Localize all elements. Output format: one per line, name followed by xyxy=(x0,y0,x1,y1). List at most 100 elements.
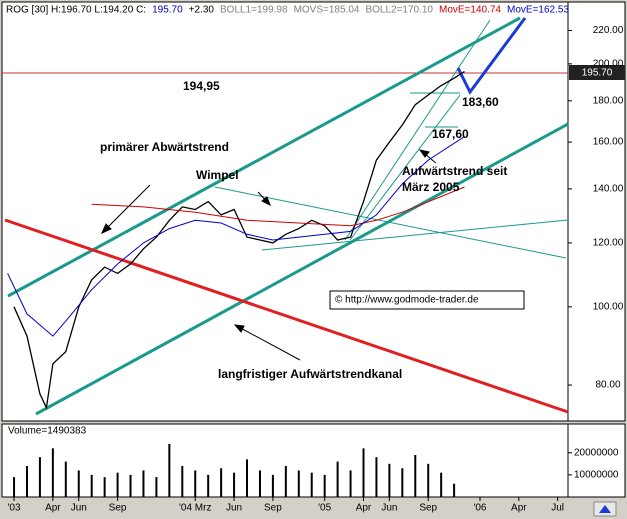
y-tick-label: 160.00 xyxy=(593,137,624,148)
annotation: 194,95 xyxy=(183,79,220,93)
volume-title: Volume=1490383 xyxy=(8,426,87,437)
scroll-icon xyxy=(599,505,611,513)
header-item: BOLL2=170.10 xyxy=(365,5,433,16)
header-item: +2.30 xyxy=(189,5,215,16)
arrow xyxy=(234,324,301,361)
x-tick-label: Apr xyxy=(356,503,372,514)
downtrend-line xyxy=(4,218,569,414)
x-tick-label: Jun xyxy=(381,503,397,514)
volume-bar xyxy=(258,470,261,497)
volume-bar xyxy=(427,463,430,497)
volume-bar xyxy=(375,457,378,497)
volume-bar xyxy=(194,470,197,497)
x-tick-label: '05 xyxy=(318,503,331,514)
y-tick-label: 80.00 xyxy=(595,380,620,391)
volume-bar xyxy=(77,470,80,497)
volume-bar xyxy=(453,483,456,497)
volume-bar xyxy=(207,474,210,497)
x-tick-label: Apr xyxy=(45,503,61,514)
x-tick-label: '06 xyxy=(473,503,486,514)
volume-bar xyxy=(362,448,365,497)
y-tick-label: 200.00 xyxy=(593,58,624,69)
header-item: BOLL1=199.98 xyxy=(220,5,288,16)
trend-drawings xyxy=(2,16,569,416)
x-tick-label: Sep xyxy=(419,503,437,514)
x-tick-label: Sep xyxy=(264,503,282,514)
volume-bar xyxy=(233,472,236,497)
y-tick-label: 140.00 xyxy=(593,184,624,195)
y-tick-label: 120.00 xyxy=(593,238,624,249)
moving-average xyxy=(7,136,465,337)
price-tag-label: 195.70 xyxy=(582,68,613,79)
arrow-head xyxy=(233,324,245,333)
y-tick-label: 100.00 xyxy=(593,301,624,312)
annotation: langfristiger Aufwärtstrendkanal xyxy=(218,367,402,381)
arrow-head xyxy=(101,223,112,234)
arrow-head xyxy=(261,196,271,207)
x-tick-label: Apr xyxy=(511,503,527,514)
volume-tick-label: 20000000 xyxy=(574,447,619,458)
price-line xyxy=(13,70,465,410)
volume-bar xyxy=(220,468,223,497)
volume-bar xyxy=(103,477,106,497)
annotation: Wimpel xyxy=(196,168,239,182)
annotation: Aufwärtstrend seit xyxy=(402,164,507,178)
volume-tick-label: 10000000 xyxy=(574,470,619,481)
x-tick-label: '03 xyxy=(8,503,21,514)
annotation: primärer Abwärtstrend xyxy=(100,140,229,154)
volume-bar xyxy=(414,454,417,497)
volume-bar xyxy=(388,463,391,497)
volume-bar xyxy=(25,466,28,497)
x-tick-label: Jun xyxy=(226,503,242,514)
volume-bar xyxy=(129,474,132,497)
forecast-path xyxy=(456,17,527,95)
trend-medium xyxy=(349,94,461,241)
volume-bar xyxy=(51,448,54,497)
arrow-head xyxy=(418,149,430,158)
volume-bar xyxy=(310,472,313,497)
y-tick-label: 220.00 xyxy=(593,25,624,36)
volume-bar xyxy=(336,461,339,497)
pennant-upper xyxy=(214,186,567,259)
volume-bar xyxy=(13,477,16,497)
header-item: MOVS=185.04 xyxy=(294,5,360,16)
copyright: © http://www.godmode-trader.de xyxy=(335,295,479,306)
volume-bar xyxy=(142,470,145,497)
volume-bar xyxy=(155,477,158,497)
volume-bar xyxy=(297,470,300,497)
volume-axis xyxy=(567,423,626,498)
price-panel xyxy=(1,1,569,422)
arrow xyxy=(101,184,151,234)
copyright-box xyxy=(329,290,525,310)
header-item: MovE=140.74 xyxy=(439,5,501,16)
volume-bar xyxy=(90,474,93,497)
volume-bar xyxy=(181,466,184,497)
annotation: 183,60 xyxy=(462,95,499,109)
volume-bar xyxy=(401,468,404,497)
x-tick-label: Jul xyxy=(551,503,564,514)
price-tag xyxy=(569,65,625,80)
pennant-lower xyxy=(261,219,569,251)
volume-bar xyxy=(168,443,171,497)
y-tick-label: 180.00 xyxy=(593,95,624,106)
volume-bar xyxy=(64,461,67,497)
moving-average xyxy=(91,186,465,227)
volume-bar xyxy=(323,474,326,497)
volume-bar xyxy=(440,472,443,497)
annotation: März 2005 xyxy=(402,180,460,194)
volume-bar xyxy=(271,474,274,497)
volume-bar xyxy=(349,470,352,497)
header-item: MovE=162.53 xyxy=(507,5,569,16)
volume-bar xyxy=(38,457,41,497)
channel-lower xyxy=(35,122,569,416)
volume-bar xyxy=(246,459,249,497)
x-tick-label: Jun xyxy=(71,503,87,514)
volume-bar xyxy=(116,472,119,497)
header-item: 195.70 xyxy=(152,5,183,16)
x-tick-label: '04 Mrz xyxy=(179,503,211,514)
volume-bar xyxy=(284,466,287,497)
header-item: ROG [30] H:196.70 L:194.20 C: xyxy=(6,5,146,16)
trend-steep xyxy=(344,19,491,241)
x-tick-label: Sep xyxy=(109,503,127,514)
